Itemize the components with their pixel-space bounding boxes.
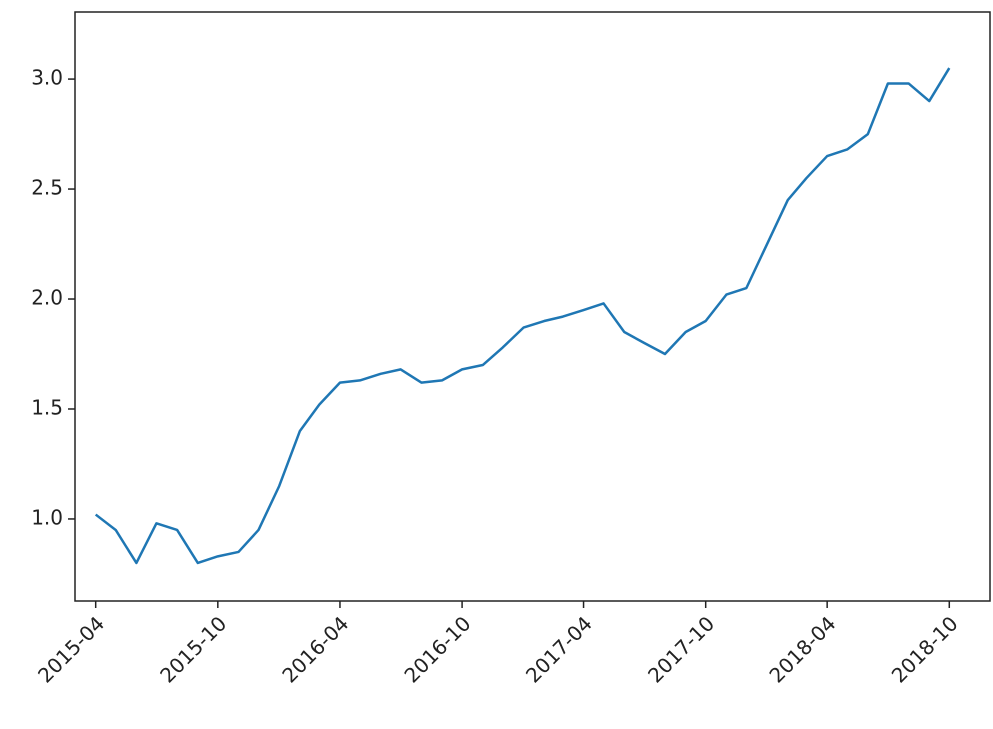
y-tick-label: 1.5 — [31, 395, 63, 419]
y-tick-label: 3.0 — [31, 66, 63, 90]
plot-frame — [74, 11, 991, 602]
y-tick-label: 2.5 — [31, 176, 63, 200]
x-tick-label: 2016-04 — [277, 611, 353, 687]
x-tick-label: 2017-04 — [521, 611, 597, 687]
x-tick-label: 2016-10 — [399, 611, 475, 687]
line — [94, 67, 951, 565]
x-tick-label: 2015-10 — [155, 611, 231, 687]
x-tick-label: 2018-04 — [765, 611, 841, 687]
y-tick-label: 2.0 — [31, 286, 63, 310]
x-tick-label: 2015-04 — [33, 611, 109, 687]
y-tick-label: 1.0 — [31, 505, 63, 529]
x-tick-label: 2017-10 — [643, 611, 719, 687]
x-tick-label: 2018-10 — [887, 611, 963, 687]
